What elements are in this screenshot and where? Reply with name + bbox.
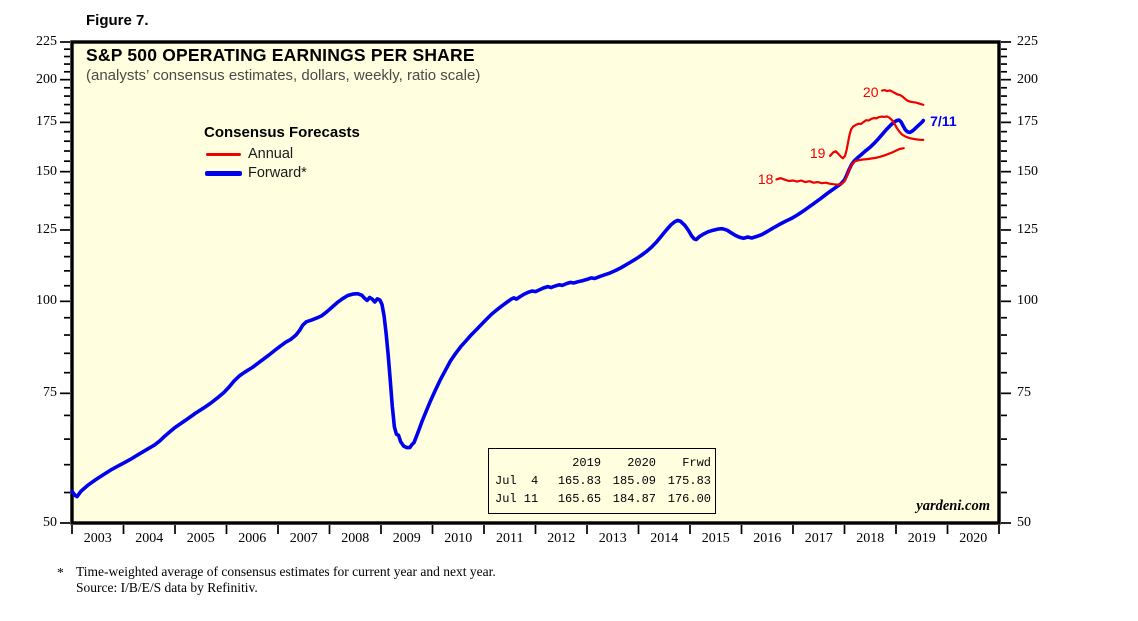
x-axis-year-label: 2017 (804, 531, 833, 546)
watermark: yardeni.com (916, 498, 990, 514)
y-axis-label-right: 75 (1017, 385, 1031, 401)
legend-annual-line-sample (206, 153, 241, 156)
y-axis-label-right: 200 (1017, 71, 1038, 87)
chart-subtitle: (analysts’ consensus estimates, dollars,… (86, 67, 481, 84)
x-axis-year-label: 2004 (135, 531, 164, 546)
y-axis-label-left: 50 (43, 515, 57, 530)
plot-frame (70, 40, 1001, 525)
inset-table-row: Jul 11 165.65 184.87 176.00 (495, 490, 711, 508)
series-line-annual-2020-estimate (880, 88, 925, 106)
x-axis-year-label: 2016 (753, 531, 782, 546)
inset-table-cell: 184.87 (612, 492, 657, 506)
figure-label: Figure 7. (86, 12, 149, 29)
inset-table-cell: 165.83 (557, 474, 602, 488)
x-axis-year-label: 2007 (289, 531, 318, 546)
inset-table-row: Jul 4 165.83 185.09 175.83 (495, 472, 711, 490)
legend-forward-label: Forward* (248, 165, 307, 181)
inset-table-cell: Jul 4 (495, 474, 539, 488)
annotation-19: 19 (809, 145, 826, 162)
footnote-line1: Time-weighted average of consensus estim… (76, 564, 496, 579)
y-axis-label-left: 150 (36, 163, 57, 179)
footnote-text: Time-weighted average of consensus estim… (76, 564, 496, 595)
y-axis-label-left: 175 (36, 114, 57, 130)
footnote-asterisk: * (57, 565, 64, 580)
y-axis-label-right: 150 (1017, 163, 1038, 179)
x-axis-year-label: 2005 (186, 531, 215, 546)
x-axis-year-label: 2003 (83, 531, 112, 546)
series-line-annual-2019-estimate (828, 115, 925, 160)
x-axis-year-label: 2010 (444, 531, 473, 546)
legend-title: Consensus Forecasts (204, 124, 360, 141)
inset-table-cell: Jul 11 (495, 492, 539, 506)
inset-table-header-cell (495, 454, 546, 472)
footnote-line2: Source: I/B/E/S data by Refinitiv. (76, 579, 258, 595)
inset-table-cell: 175.83 (667, 474, 711, 488)
x-axis-year-label: 2020 (959, 531, 988, 546)
y-axis-label-left: 225 (36, 34, 57, 49)
inset-table-cell: 185.09 (612, 474, 657, 488)
series-line-annual-2018-estimate (775, 147, 905, 186)
series-line-forward (70, 118, 926, 499)
annotation-20: 20 (862, 84, 879, 101)
x-axis-year-label: 2008 (341, 531, 370, 546)
inset-table-cell: 176.00 (667, 492, 711, 506)
annotation-7-11: 7/11 (930, 112, 957, 129)
y-axis-label-right: 100 (1017, 293, 1038, 309)
chart-title: S&P 500 OPERATING EARNINGS PER SHARE (86, 45, 475, 65)
legend-forward-line-sample (205, 171, 242, 176)
y-axis-label-left: 75 (43, 385, 57, 401)
inset-data-table: 2019 2020 Frwd Jul 4 165.83 185.09 175.83 Jul … (488, 448, 716, 514)
x-axis-year-label: 2006 (238, 531, 267, 546)
x-axis-year-label: 2015 (701, 531, 730, 546)
x-axis-year-label: 2013 (598, 531, 627, 546)
y-axis-label-right: 50 (1017, 515, 1031, 530)
y-axis-label-right: 225 (1017, 34, 1038, 49)
axis-ticks (60, 41, 1011, 534)
x-axis-year-label: 2011 (496, 531, 524, 546)
y-axis-label-right: 175 (1017, 114, 1038, 130)
x-axis-year-label: 2009 (392, 531, 421, 546)
x-axis-year-label: 2014 (650, 531, 679, 546)
inset-table-header-cell: 2020 (627, 456, 657, 470)
y-axis-label-left: 200 (36, 71, 57, 87)
x-axis-year-label: 2018 (856, 531, 885, 546)
annotation-18: 18 (757, 171, 774, 188)
y-axis-label-right: 125 (1017, 221, 1038, 237)
y-axis-label-left: 125 (36, 221, 57, 237)
inset-table-header-cell: 2019 (572, 456, 602, 470)
x-axis-year-label: 2019 (907, 531, 936, 546)
inset-table-header-cell: Frwd (682, 456, 711, 470)
y-axis-label-left: 100 (36, 293, 57, 309)
x-axis-year-label: 2012 (547, 531, 576, 546)
inset-table-header: 2019 2020 Frwd (495, 454, 711, 472)
legend-annual-label: Annual (248, 146, 294, 162)
inset-table-cell: 165.65 (557, 492, 602, 506)
